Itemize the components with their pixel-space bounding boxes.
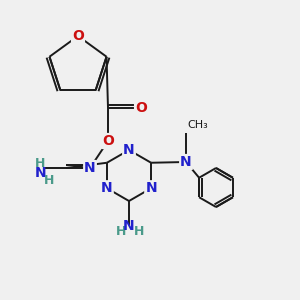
- Text: N: N: [145, 181, 157, 195]
- Text: N: N: [180, 155, 192, 169]
- Text: H: H: [35, 157, 46, 170]
- Text: CH₃: CH₃: [188, 120, 208, 130]
- Text: H: H: [134, 225, 144, 238]
- Text: O: O: [102, 134, 114, 148]
- Text: H: H: [44, 174, 55, 187]
- Text: N: N: [84, 161, 96, 175]
- Text: N: N: [35, 167, 46, 180]
- Text: N: N: [123, 220, 135, 233]
- Text: O: O: [72, 29, 84, 43]
- Text: O: O: [135, 101, 147, 115]
- Text: H: H: [116, 225, 126, 238]
- Text: N: N: [101, 181, 113, 195]
- Text: N: N: [123, 143, 135, 157]
